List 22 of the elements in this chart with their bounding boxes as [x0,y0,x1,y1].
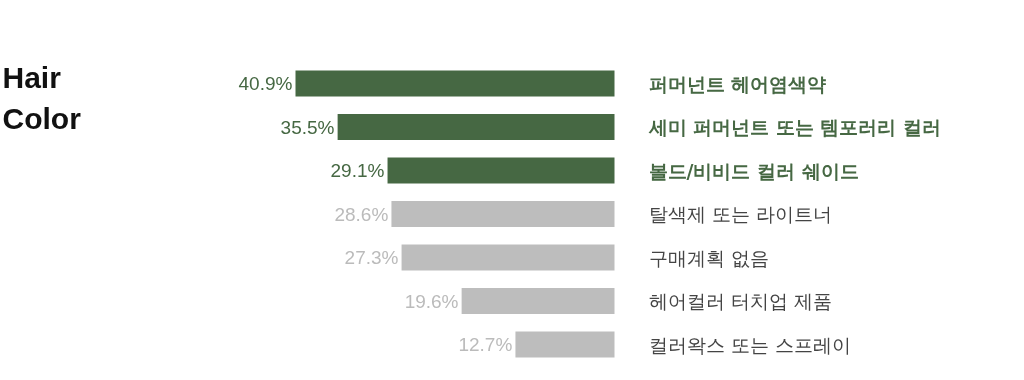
bar [515,331,615,358]
data-label: 27.3% [344,247,399,268]
bar [295,70,615,97]
y-tick-label: 퍼머넌트 헤어염색약 [648,72,827,95]
y-tick-label: 헤어컬러 터치업 제품 [648,290,832,312]
bar [337,113,615,141]
data-label: 35.5% [280,116,335,138]
data-label: 12.7% [458,334,513,355]
bar [401,244,615,271]
data-label: 19.6% [404,290,459,312]
bar [391,200,615,228]
data-label: 29.1% [330,160,385,181]
data-label: 28.6% [334,203,389,225]
y-tick-label: 탈색제 또는 라이트너 [648,203,832,225]
bar [461,287,615,315]
y-tick-label: 세미 퍼머넌트 또는 템포러리 컬러 [647,116,941,138]
y-tick-label: 볼드/비비드 컬러 쉐이드 [648,159,859,182]
bar [387,157,615,184]
y-tick-label: 구매계획 없음 [648,246,769,269]
y-tick-label: 컬러왁스 또는 스프레이 [648,333,851,356]
data-label: 40.9% [238,73,293,94]
text: Hair Color [2,60,82,135]
